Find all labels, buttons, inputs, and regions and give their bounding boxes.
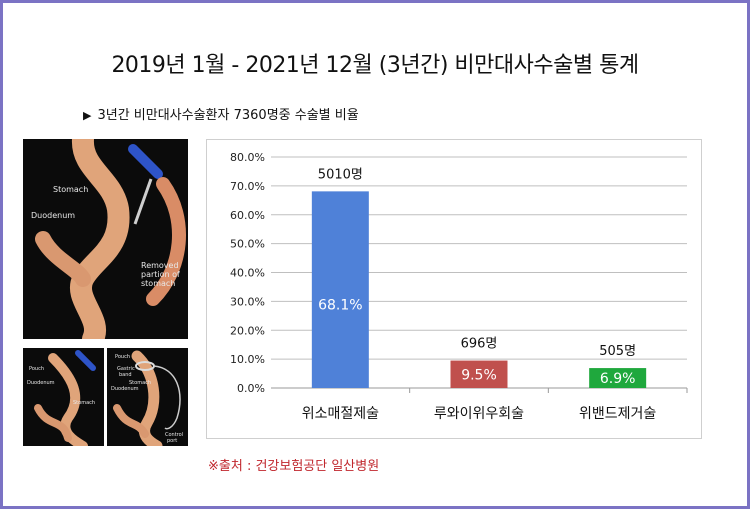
bar-value-label: 6.9% [600,371,636,387]
band-duodenum-label: Duodenum [111,386,139,392]
bar-count-label: 505명 [599,344,636,359]
subtitle: ▶ 3년간 비만대사수술환자 7360명중 수술별 비율 [83,104,359,123]
bar-count-label: 5010명 [318,167,363,182]
page-title: 2019년 1월 - 2021년 12월 (3년간) 비만대사수술별 통계 [111,53,639,78]
bar [450,360,508,388]
subtitle-text: 3년간 비만대사수술환자 7360명중 수술별 비율 [97,108,359,123]
stomach-label: Stomach [53,185,89,194]
gastric-bypass-illustration: Pouch Duodenum Stomach [23,348,104,446]
control-port-label-1: Control [165,432,184,438]
bar [311,191,369,388]
band-label-2: band [119,372,132,378]
bar-value-label: 9.5% [461,367,497,383]
bypass-stomach-label: Stomach [73,400,96,406]
bar-chart-svg: 0.0% 10.0% 20.0% 30.0% 40.0% 50.0% 60.0% 70.0% 8… [230,151,688,422]
bar-value-label: 68.1% [318,297,362,313]
y-tick-label: 20.0% [230,324,265,337]
duodenum-label: Duodenum [31,211,76,220]
band-stomach-label: Stomach [129,380,152,386]
y-tick-label: 10.0% [230,353,265,366]
bypass-diagram-icon [34,350,96,446]
band-pouch-label: Pouch [115,354,130,360]
x-category-label: 루와이위우회술 [434,406,524,422]
source-note: ※출처 : 건강보험공단 일산병원 [208,459,380,474]
y-tick-label: 80.0% [230,151,265,164]
y-tick-label: 60.0% [230,209,265,222]
bypass-duodenum-label: Duodenum [27,380,55,386]
stomach-diagram-icon [35,139,186,339]
sleeve-gastrectomy-illustration: Stomach Duodenum Removed partion of stom… [23,139,188,339]
x-category-label: 위밴드제거술 [579,406,656,422]
x-category-label: 위소매절제술 [302,406,379,422]
bar-count-label: 696명 [461,337,498,352]
bar [589,368,647,388]
bypass-pouch-label: Pouch [29,366,44,372]
y-tick-label: 30.0% [230,295,265,308]
control-port-label-2: port [167,438,178,444]
y-tick-label: 40.0% [230,267,265,280]
y-tick-label: 70.0% [230,180,265,193]
bar-chart: 0.0% 10.0% 20.0% 30.0% 40.0% 50.0% 60.0% 70.0% 8… [206,139,702,439]
y-tick-label: 50.0% [230,238,265,251]
gastric-band-illustration: Pouch Gastric band Stomach Duodenum Cont… [107,348,188,446]
removed-label-3: stomach [141,279,176,288]
band-label-1: Gastric [117,366,135,372]
triangle-bullet-icon: ▶ [83,109,92,122]
y-tick-label: 0.0% [237,382,265,395]
removed-label-1: Removed [141,261,179,270]
band-diagram-icon [113,350,181,446]
removed-label-2: partion of [141,270,180,279]
